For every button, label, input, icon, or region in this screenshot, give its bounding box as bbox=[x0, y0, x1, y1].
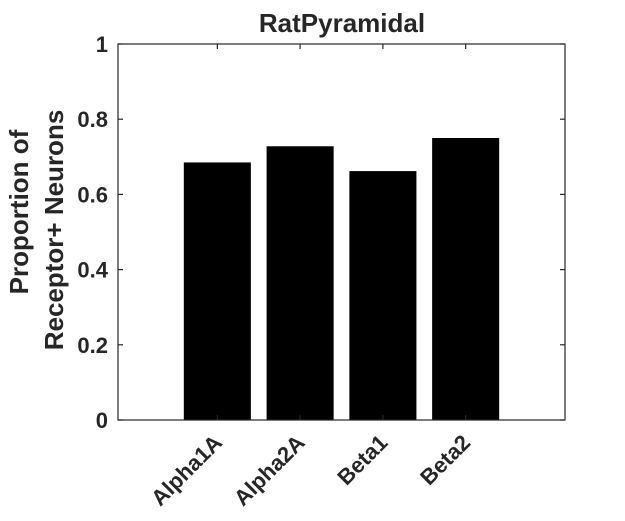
bar-alpha2a bbox=[266, 146, 334, 420]
axes-box bbox=[117, 43, 566, 421]
y-tick-label: 1 bbox=[96, 32, 108, 57]
bar-alpha1a bbox=[183, 162, 251, 420]
y-tick-label: 0.2 bbox=[77, 333, 108, 358]
plot-area: 0 0.2 0.4 0.6 0.8 1 Alpha1A Alpha2A Beta1 Beta2 bbox=[77, 32, 566, 511]
y-axis-label-line-1: Proportion of bbox=[4, 129, 34, 294]
y-tick-label: 0 bbox=[96, 408, 108, 433]
x-tick-label: Beta1 bbox=[332, 430, 392, 490]
y-tick-label: 0.8 bbox=[77, 107, 108, 132]
y-tick-label: 0.6 bbox=[77, 182, 108, 207]
y-axis-label: Proportion of Receptor+ Neurons bbox=[4, 110, 69, 351]
x-tick-label: Beta2 bbox=[415, 430, 475, 490]
x-tick-label: Alpha2A bbox=[229, 430, 310, 511]
x-tick-label: Alpha1A bbox=[146, 430, 227, 511]
y-tick-label: 0.4 bbox=[77, 258, 108, 283]
chart-title: RatPyramidal bbox=[259, 8, 425, 38]
bar-beta2 bbox=[432, 138, 500, 420]
bar-beta1 bbox=[349, 171, 417, 420]
y-axis-label-line-2: Receptor+ Neurons bbox=[39, 110, 69, 351]
